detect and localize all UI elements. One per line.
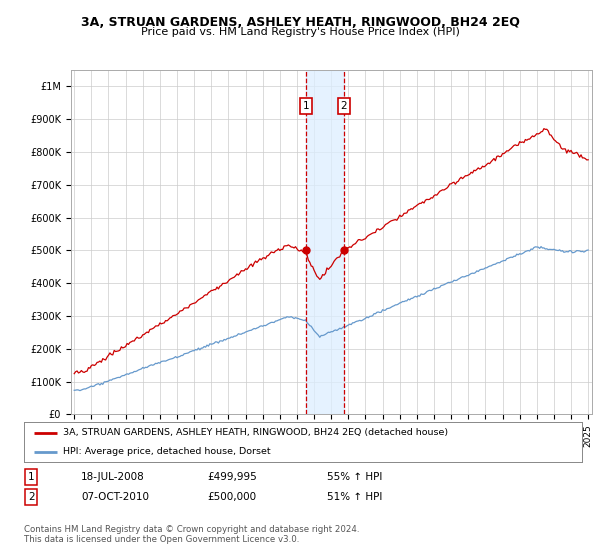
Text: 1: 1: [28, 472, 35, 482]
Text: 2: 2: [28, 492, 35, 502]
Text: 18-JUL-2008: 18-JUL-2008: [81, 472, 145, 482]
Text: 51% ↑ HPI: 51% ↑ HPI: [327, 492, 382, 502]
Text: Contains HM Land Registry data © Crown copyright and database right 2024.
This d: Contains HM Land Registry data © Crown c…: [24, 525, 359, 544]
Text: 1: 1: [303, 101, 310, 111]
Bar: [306, 70, 344, 414]
Text: £499,995: £499,995: [207, 472, 257, 482]
Text: HPI: Average price, detached house, Dorset: HPI: Average price, detached house, Dors…: [63, 447, 271, 456]
Text: 3A, STRUAN GARDENS, ASHLEY HEATH, RINGWOOD, BH24 2EQ: 3A, STRUAN GARDENS, ASHLEY HEATH, RINGWO…: [80, 16, 520, 29]
Text: 55% ↑ HPI: 55% ↑ HPI: [327, 472, 382, 482]
Text: £500,000: £500,000: [207, 492, 256, 502]
Text: 2: 2: [341, 101, 347, 111]
Text: 07-OCT-2010: 07-OCT-2010: [81, 492, 149, 502]
Text: 3A, STRUAN GARDENS, ASHLEY HEATH, RINGWOOD, BH24 2EQ (detached house): 3A, STRUAN GARDENS, ASHLEY HEATH, RINGWO…: [63, 428, 448, 437]
Text: Price paid vs. HM Land Registry's House Price Index (HPI): Price paid vs. HM Land Registry's House …: [140, 27, 460, 37]
